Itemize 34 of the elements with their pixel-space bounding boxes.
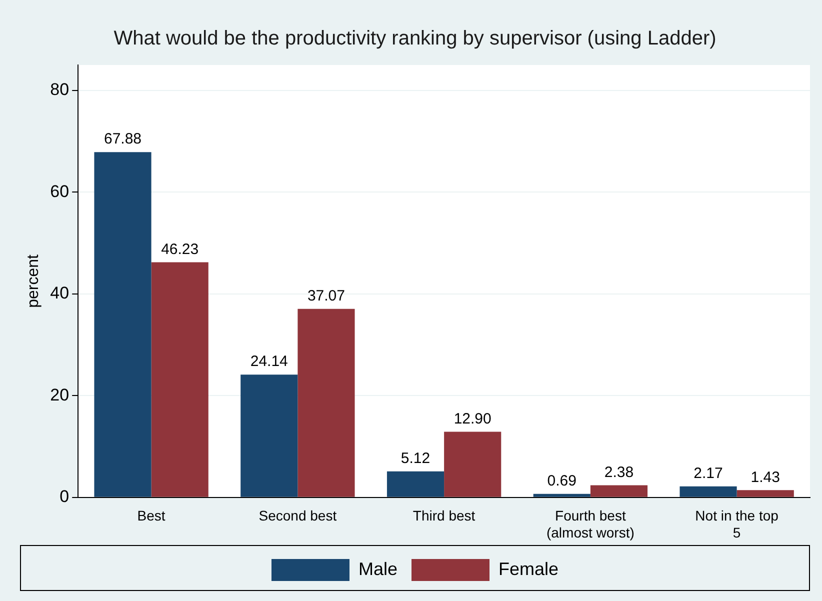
bar: [240, 374, 298, 497]
y-axis-title: percent: [25, 254, 42, 308]
bar: [94, 152, 152, 497]
y-tick-label: 40: [50, 284, 70, 303]
y-tick-label: 80: [50, 80, 70, 100]
data-label: 2.38: [604, 464, 634, 481]
x-tick-label: Best: [137, 508, 166, 524]
bar: [386, 471, 444, 497]
data-label: 5.12: [400, 450, 430, 467]
data-label: 2.17: [694, 465, 723, 482]
y-tick-label: 0: [60, 487, 70, 506]
data-label: 37.07: [307, 287, 345, 304]
bar: [444, 432, 502, 497]
y-tick-label: 60: [50, 182, 70, 201]
bar: [151, 262, 208, 497]
x-tick-label: Not in the top 5: [695, 508, 779, 540]
x-tick-label: Second best: [258, 508, 337, 524]
legend-label: Male: [358, 558, 398, 579]
bar: [590, 485, 648, 497]
y-tick-label: 20: [50, 385, 70, 404]
data-label: 1.43: [750, 468, 780, 486]
bar: [533, 494, 590, 497]
bar: [680, 486, 737, 497]
legend-label: Female: [498, 558, 559, 579]
data-label: 67.88: [104, 130, 142, 148]
data-label: 0.69: [547, 472, 576, 490]
x-tick-label: Third best: [412, 508, 476, 524]
chart-title: What would be the productivity ranking by supervisor (using Ladder): [114, 28, 716, 50]
data-label: 24.14: [250, 353, 288, 370]
x-tick-label: Fourth best (almost worst): [546, 508, 634, 540]
bar: [298, 308, 355, 497]
bar: [736, 490, 794, 497]
data-label: 46.23: [161, 240, 199, 258]
data-label: 12.90: [454, 410, 492, 428]
